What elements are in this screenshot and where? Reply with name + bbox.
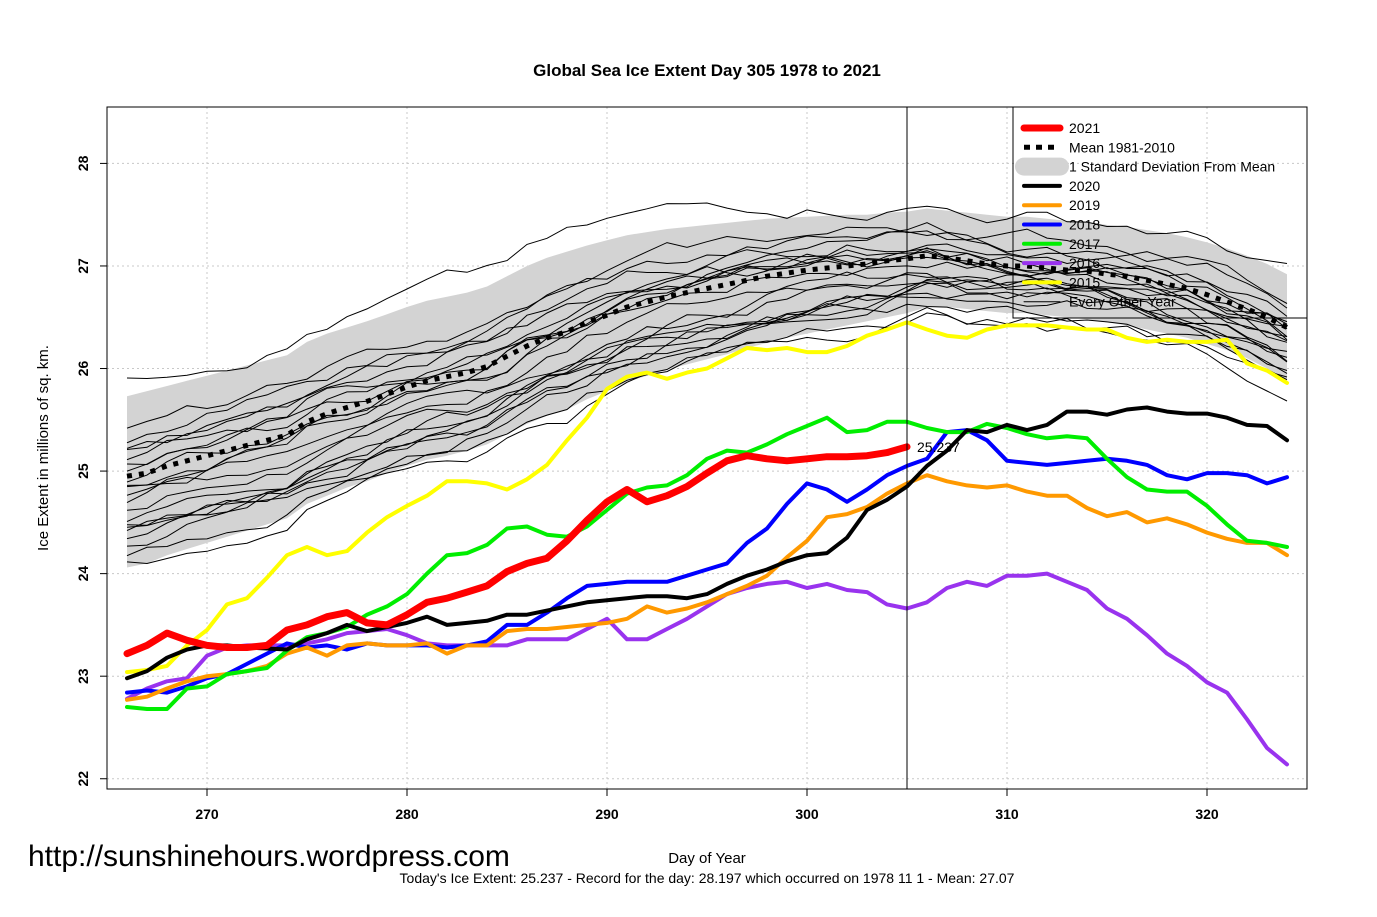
x-tick-label: 270 [195,806,219,822]
std-dev-area [127,208,1287,568]
series-line-2016 [125,571,1289,767]
other-year-line [126,243,1288,450]
other-year-line [126,271,1288,496]
series-lines [123,253,1289,767]
legend-label: 2021 [1069,120,1100,136]
series-line-2020 [125,405,1289,681]
x-axis: 270 280 290 300 310 320 [195,789,1219,822]
y-tick-label: 25 [75,463,91,479]
y-tick-label: 23 [75,668,91,684]
legend: 2021 Mean 1981-2010 1 Standard Deviation F… [1012,106,1308,319]
other-year-line [126,303,1288,540]
other-year-line [126,277,1288,528]
legend-label: 2020 [1069,178,1100,194]
std-dev-band [127,208,1287,568]
legend-label: Mean 1981-2010 [1069,139,1175,155]
legend-label: Every Other Year [1069,294,1176,310]
other-year-line [126,250,1288,488]
y-tick-label: 22 [75,771,91,787]
y-axis-label: Ice Extent in millions of sq. km. [35,345,52,551]
legend-label: 2019 [1069,197,1100,213]
series-line-2019 [125,473,1289,702]
y-tick-label: 28 [75,155,91,171]
other-year-line [126,222,1288,449]
other-years-lines [126,202,1288,565]
other-year-line [126,248,1288,466]
series-line-2018 [125,428,1289,695]
other-year-line [126,202,1288,380]
x-tick-label: 310 [995,806,1019,822]
x-tick-label: 280 [395,806,419,822]
x-tick-label: 290 [595,806,619,822]
y-tick-label: 24 [75,566,91,582]
legend-label: 2017 [1069,236,1100,252]
other-year-line [126,275,1288,531]
x-tick-label: 300 [795,806,819,822]
x-axis-label: Day of Year [668,850,746,867]
y-tick-label: 27 [75,258,91,274]
series-line-2021 [123,443,911,658]
other-year-line [126,291,1288,522]
legend-label: 2016 [1069,255,1100,271]
current-value-label: 25.237 [917,439,960,455]
x-tick-label: 320 [1195,806,1219,822]
source-url: http://sunshinehours.wordpress.com [28,840,510,873]
y-axis: 22 23 24 25 26 27 28 [75,155,107,787]
other-year-line [126,247,1288,461]
legend-label: 1 Standard Deviation From Mean [1069,159,1275,175]
chart-title: Global Sea Ice Extent Day 305 1978 to 20… [533,61,881,80]
series-line-mean-1981-2010 [126,253,1289,479]
other-year-line [126,226,1288,444]
other-year-line [126,292,1288,526]
legend-label: 2018 [1069,217,1100,233]
legend-label: 2015 [1069,274,1100,290]
other-year-line [126,274,1288,504]
other-year-line [126,231,1288,429]
summary-text: Today's Ice Extent: 25.237 - Record for … [400,870,1015,886]
plot-frame [106,106,1308,790]
other-year-line [126,261,1288,486]
series-line-2015 [125,320,1289,675]
y-tick-label: 26 [75,361,91,377]
